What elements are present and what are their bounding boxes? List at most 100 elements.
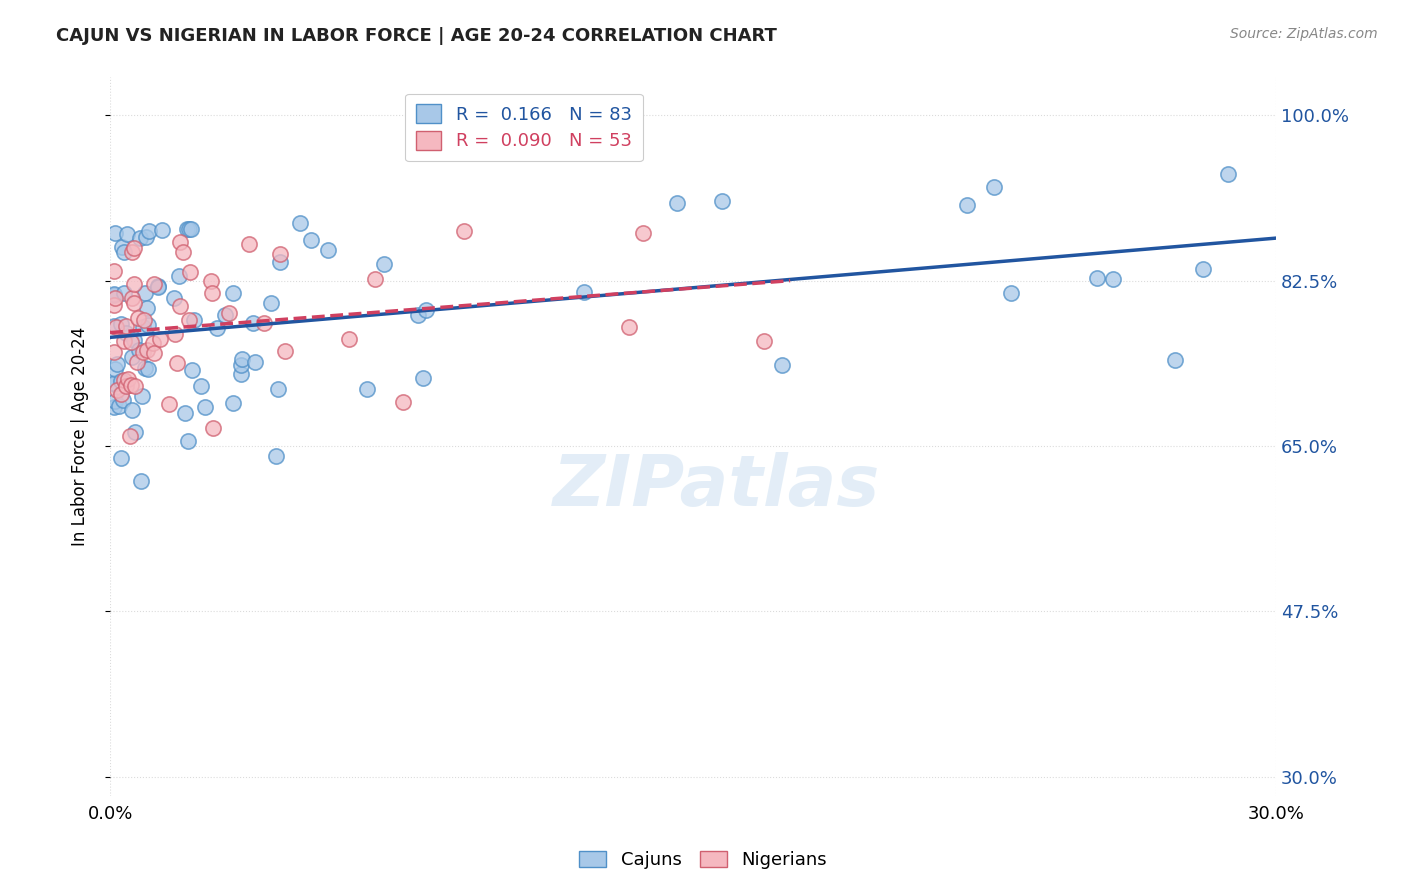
Point [129,474,152,488]
Point [132,319,155,334]
Point [135,229,157,244]
Point [136,361,159,376]
Point [222,395,245,409]
Point [412,370,434,384]
Point [190,379,212,393]
Point [172,244,194,259]
Point [269,247,291,261]
Point [231,352,253,367]
Point [142,336,165,351]
Point [110,450,132,465]
Point [167,268,190,283]
Point [176,222,198,236]
Text: ZIPatlas: ZIPatlas [553,452,880,522]
Point [122,296,145,310]
Point [105,358,128,372]
Point [104,291,127,305]
Point [107,399,129,413]
Point [115,227,138,241]
Point [117,372,139,386]
Text: CAJUN VS NIGERIAN IN LABOR FORCE | AGE 20-24 CORRELATION CHART: CAJUN VS NIGERIAN IN LABOR FORCE | AGE 2… [56,27,778,45]
Point [127,310,149,325]
Point [124,241,146,255]
Point [124,379,146,393]
Point [1102,272,1125,286]
Point [111,392,134,407]
Point [752,334,775,348]
Point [110,317,132,331]
Point [183,313,205,327]
Point [1218,167,1240,181]
Point [218,306,240,320]
Point [135,343,157,358]
Point [103,376,125,391]
Point [111,240,134,254]
Point [138,224,160,238]
Point [181,363,204,377]
Point [132,312,155,326]
Point [205,321,228,335]
Point [118,429,141,443]
Point [136,318,159,332]
Legend: R =  0.166   N = 83, R =  0.090   N = 53: R = 0.166 N = 83, R = 0.090 N = 53 [405,94,643,161]
Point [122,333,145,347]
Point [242,316,264,330]
Point [177,313,200,327]
Point [194,401,217,415]
Point [373,257,395,271]
Point [104,362,127,376]
Point [1164,353,1187,368]
Point [132,344,155,359]
Point [983,179,1005,194]
Point [112,334,135,349]
Point [174,406,197,420]
Point [201,421,224,435]
Point [572,285,595,300]
Point [150,223,173,237]
Point [143,277,166,291]
Y-axis label: In Labor Force | Age 20-24: In Labor Force | Age 20-24 [72,327,89,546]
Point [229,358,252,372]
Point [112,286,135,301]
Point [121,245,143,260]
Point [201,285,224,300]
Point [238,237,260,252]
Point [103,288,125,302]
Point [148,280,170,294]
Point [166,356,188,370]
Point [214,309,236,323]
Point [134,361,156,376]
Point [1000,285,1022,300]
Point [128,343,150,357]
Point [120,334,142,349]
Point [299,233,322,247]
Point [665,196,688,211]
Point [103,298,125,312]
Point [269,255,291,269]
Point [114,319,136,334]
Point [406,308,429,322]
Point [264,450,287,464]
Point [770,358,793,372]
Point [134,286,156,301]
Point [180,222,202,236]
Point [453,224,475,238]
Point [104,394,127,409]
Point [710,194,733,208]
Point [104,226,127,240]
Point [229,368,252,382]
Point [415,303,437,318]
Point [103,318,125,333]
Point [110,386,132,401]
Point [177,222,200,236]
Point [956,198,979,212]
Point [149,332,172,346]
Point [1192,261,1215,276]
Point [121,350,143,364]
Point [356,383,378,397]
Point [274,344,297,359]
Point [260,296,283,310]
Point [200,274,222,288]
Point [267,382,290,396]
Point [129,231,152,245]
